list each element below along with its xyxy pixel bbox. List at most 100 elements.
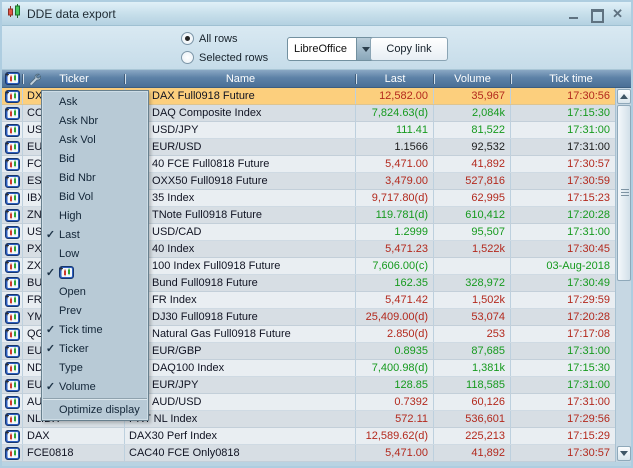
table-row[interactable]: DX DAX Full0918 Future 12,582.00 35,967 17:3… [2, 88, 631, 105]
volume-column-header[interactable]: Volume [434, 70, 511, 87]
table-row[interactable]: PX 40 Index 5,471.23 1,522k 17:30:45 [2, 241, 631, 258]
name-cell: DJ30 Full0918 Future [125, 309, 356, 325]
menu-item-low[interactable]: Low [42, 244, 148, 263]
name-cell: CAC40 FCE Only0818 [125, 445, 356, 461]
chart-icon[interactable] [2, 156, 23, 172]
menu-item-label: High [59, 209, 82, 222]
menu-item-chart-icon[interactable]: ✓ [42, 263, 148, 282]
chart-icon[interactable] [2, 377, 23, 393]
chart-icon[interactable] [2, 343, 23, 359]
table-row[interactable]: ES OXX50 Full0918 Future 3,479.00 527,816 17… [2, 173, 631, 190]
table-row[interactable]: US USD/JPY 111.41 81,522 17:31:00 [2, 122, 631, 139]
all-rows-radio[interactable] [181, 32, 194, 45]
close-icon[interactable]: ✕ [612, 5, 623, 21]
table-row[interactable]: ND DAQ100 Index 7,400.98(d) 1,381k 17:15:30 [2, 360, 631, 377]
chart-icon[interactable] [2, 394, 23, 410]
menu-item-ask[interactable]: Ask [42, 92, 148, 111]
name-cell: DAQ100 Index [125, 360, 356, 376]
menu-item-bid-nbr[interactable]: Bid Nbr [42, 168, 148, 187]
chart-icon[interactable] [2, 411, 23, 427]
chart-icon[interactable] [2, 190, 23, 206]
selected-rows-option[interactable]: Selected rows [181, 48, 268, 67]
ticker-column-header[interactable]: Ticker [23, 70, 125, 87]
table-row[interactable]: ZX 100 Index Full0918 Future 7,606.00(c) 03… [2, 258, 631, 275]
name-cell: EUR/GBP [125, 343, 356, 359]
table-row[interactable]: DAX DAX30 Perf Index 12,589.62(d) 225,213 17… [2, 428, 631, 445]
scrollbar-thumb[interactable] [617, 105, 631, 281]
chart-icon[interactable] [2, 207, 23, 223]
menu-item-ask-vol[interactable]: Ask Vol [42, 130, 148, 149]
name-cell: 40 FCE Full0818 Future [125, 156, 356, 172]
menu-item-bid[interactable]: Bid [42, 149, 148, 168]
table-row[interactable]: FC 40 FCE Full0818 Future 5,471.00 41,892 17… [2, 156, 631, 173]
table-row[interactable]: BU Bund Full0918 Future 162.35 328,972 17:30… [2, 275, 631, 292]
chart-icon[interactable] [2, 360, 23, 376]
chart-icon[interactable] [2, 173, 23, 189]
chart-icon[interactable] [2, 224, 23, 240]
table-row[interactable]: FCE0818 CAC40 FCE Only0818 5,471.00 41,892 1… [2, 445, 631, 462]
vertical-scrollbar[interactable] [615, 88, 631, 462]
menu-item-ask-nbr[interactable]: Ask Nbr [42, 111, 148, 130]
wrench-icon[interactable] [28, 72, 41, 85]
menu-item-optimize-display[interactable]: Optimize display [42, 402, 148, 418]
chart-icon[interactable] [2, 241, 23, 257]
table-row[interactable]: EU EUR/GBP 0.8935 87,685 17:31:00 [2, 343, 631, 360]
menu-item-high[interactable]: High [42, 206, 148, 225]
table-row[interactable]: IBX 35 Index 9,717.80(d) 62,995 17:15:23 [2, 190, 631, 207]
table-row[interactable]: ZN TNote Full0918 Future 119.781(d) 610,412… [2, 207, 631, 224]
menu-item-open[interactable]: Open [42, 282, 148, 301]
menu-item-last[interactable]: ✓ Last [42, 225, 148, 244]
menu-item-type[interactable]: Type [42, 358, 148, 377]
menu-item-volume[interactable]: ✓ Volume [42, 377, 148, 396]
name-column-header[interactable]: Name [125, 70, 356, 87]
copy-link-button[interactable]: Copy link [370, 37, 448, 61]
chart-icon[interactable] [2, 258, 23, 274]
menu-item-prev[interactable]: Prev [42, 301, 148, 320]
candlestick-icon [7, 3, 22, 24]
table-row[interactable]: CO DAQ Composite Index 7,824.63(d) 2,084k 17… [2, 105, 631, 122]
chart-icon[interactable] [2, 122, 23, 138]
chart-icon[interactable] [2, 88, 23, 104]
last-column-header[interactable]: Last [356, 70, 434, 87]
tick-time-column-header[interactable]: Tick time [511, 70, 631, 87]
name-cell: PRT NL Index [125, 411, 356, 427]
name-cell: TNote Full0918 Future [125, 207, 356, 223]
minimize-icon[interactable] [568, 8, 580, 20]
table-row[interactable]: YM DJ30 Full0918 Future 25,409.00(d) 53,074… [2, 309, 631, 326]
menu-item-label: Bid Nbr [59, 171, 96, 184]
chart-icon[interactable] [2, 445, 23, 461]
table-row[interactable]: QG Natural Gas Full0918 Future 2.850(d) 253… [2, 326, 631, 343]
name-cell: Natural Gas Full0918 Future [125, 326, 356, 342]
chart-icon[interactable] [2, 326, 23, 342]
volume-cell: 527,816 [434, 173, 511, 189]
chart-icon[interactable] [2, 275, 23, 291]
selected-rows-radio[interactable] [181, 51, 194, 64]
scroll-up-button[interactable] [617, 89, 631, 104]
chart-icon[interactable] [2, 428, 23, 444]
export-target-dropdown[interactable]: LibreOffice [287, 37, 375, 61]
chart-column-header[interactable] [2, 70, 23, 87]
chart-icon[interactable] [2, 309, 23, 325]
table-row[interactable]: US USD/CAD 1.2999 95,507 17:31:00 [2, 224, 631, 241]
table-row[interactable]: EU EUR/JPY 128.85 118,585 17:31:00 [2, 377, 631, 394]
check-icon: ✓ [45, 267, 56, 279]
table-row[interactable]: AU AUD/USD 0.7392 60,126 17:31:00 [2, 394, 631, 411]
name-cell: USD/JPY [125, 122, 356, 138]
maximize-icon[interactable] [590, 8, 605, 23]
table-row[interactable]: FR FR Index 5,471.42 1,502k 17:29:59 [2, 292, 631, 309]
last-header-label: Last [384, 72, 406, 85]
all-rows-option[interactable]: All rows [181, 29, 268, 48]
menu-item-bid-vol[interactable]: Bid Vol [42, 187, 148, 206]
dropdown-arrow-button[interactable] [356, 38, 374, 60]
scroll-down-button[interactable] [617, 446, 631, 461]
tick-time-cell: 17:30:45 [567, 243, 610, 255]
chart-icon[interactable] [2, 105, 23, 121]
column-context-menu: Ask Ask Nbr Ask Vol Bid Bid Nbr Bid Vol High ✓ L… [41, 90, 149, 421]
chart-icon[interactable] [2, 292, 23, 308]
name-cell: AUD/USD [125, 394, 356, 410]
last-cell: 9,717.80(d) [356, 190, 434, 206]
menu-item-tick-time[interactable]: ✓ Tick time [42, 320, 148, 339]
chart-icon[interactable] [2, 139, 23, 155]
menu-item-ticker[interactable]: ✓ Ticker [42, 339, 148, 358]
table-row[interactable]: EU EUR/USD 1.1566 92,532 17:31:00 [2, 139, 631, 156]
